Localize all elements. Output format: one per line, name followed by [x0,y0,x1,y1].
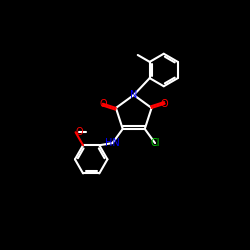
Text: O: O [99,99,107,109]
Text: Cl: Cl [150,138,160,148]
Text: O: O [76,127,83,137]
Text: O: O [161,99,168,109]
Text: HN: HN [105,138,120,148]
Text: N: N [130,90,138,100]
